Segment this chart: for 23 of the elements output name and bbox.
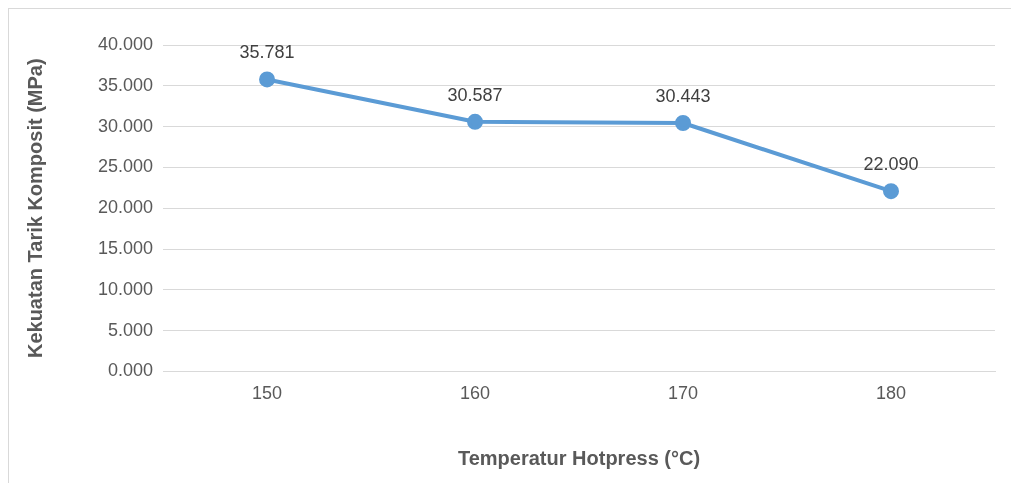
y-tick-label: 30.000 xyxy=(97,115,154,136)
x-tick-label: 170 xyxy=(668,383,699,404)
point xyxy=(259,71,276,88)
y-tick-label: 10.000 xyxy=(97,278,154,299)
data-label: 22.090 xyxy=(863,154,919,175)
y-axis-title: Kekuatan Tarik Komposit (MPa) xyxy=(23,58,46,359)
data-label: 35.781 xyxy=(239,42,295,63)
y-tick-label: 40.000 xyxy=(97,33,154,54)
y-tick-label: 25.000 xyxy=(97,156,154,177)
point xyxy=(675,114,692,131)
y-tick-label: 20.000 xyxy=(97,197,154,218)
y-tick-label: 5.000 xyxy=(108,319,154,340)
x-tick-label: 180 xyxy=(875,383,907,404)
point xyxy=(467,113,484,130)
y-tick-label: 35.000 xyxy=(97,74,154,95)
y-tick-label: 15.000 xyxy=(97,237,154,258)
y-tick-label: 0.000 xyxy=(108,360,154,381)
x-tick-label: 160 xyxy=(460,383,491,404)
data-label: 30.587 xyxy=(447,84,503,105)
data-label: 30.443 xyxy=(655,85,711,106)
x-axis-title: Temperatur Hotpress (°C) xyxy=(457,446,701,469)
x-tick-label: 150 xyxy=(252,383,283,404)
point xyxy=(883,183,900,200)
